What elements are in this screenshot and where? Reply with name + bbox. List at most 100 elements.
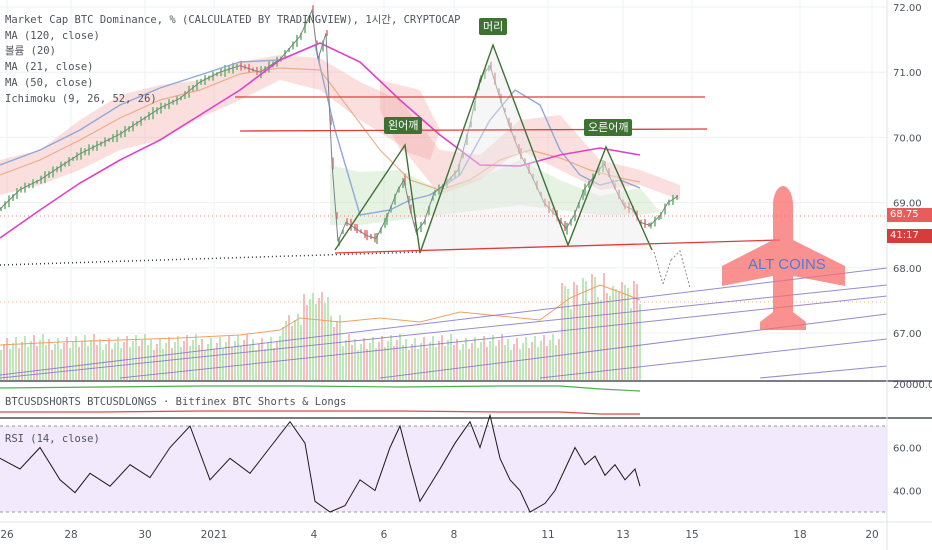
volume-bar <box>222 348 224 380</box>
legend-ma21[interactable]: MA (21, close) <box>5 61 94 74</box>
candle <box>424 219 426 225</box>
price-tick-label: 71.00 <box>893 68 922 79</box>
price-axis[interactable]: 72.00 71.00 70.00 69.00 68.00 67.00 20000.00 <box>893 3 932 391</box>
volume-bar <box>225 342 227 380</box>
candle <box>518 143 520 153</box>
candle <box>560 217 562 224</box>
candle <box>8 195 10 208</box>
candle <box>404 173 406 186</box>
candle <box>414 222 416 227</box>
time-tick-label: 11 <box>541 529 554 541</box>
volume-bar <box>363 338 365 380</box>
candle <box>312 5 314 16</box>
volume-bar <box>546 346 548 380</box>
legend-ma50[interactable]: MA (50, close) <box>5 76 94 89</box>
volume-bar <box>480 342 482 380</box>
time-tick-label: 15 <box>685 529 698 541</box>
time-axis[interactable]: 26 28 30 2021 4 6 8 11 13 15 18 20 <box>0 529 878 541</box>
volume-bar <box>123 342 125 380</box>
candle <box>0 207 2 212</box>
left-shoulder-label: 왼어깨 <box>384 117 423 134</box>
candle <box>622 199 624 205</box>
volume-bar <box>219 337 221 380</box>
volume-bar <box>606 293 608 380</box>
volume-bar <box>153 350 155 380</box>
time-tick-label: 8 <box>451 529 458 541</box>
volume-bar <box>207 344 209 380</box>
volume-bar <box>540 341 542 380</box>
candle <box>478 85 480 91</box>
candle <box>508 117 510 126</box>
volume-bar <box>213 349 215 380</box>
volume-bar <box>303 294 305 380</box>
rsi-legend[interactable]: RSI (14, close) <box>5 433 100 445</box>
legend-ichimoku[interactable]: Ichimoku (9, 26, 52, 26) <box>5 92 157 105</box>
candle <box>514 135 516 141</box>
volume-bar <box>423 337 425 380</box>
candle <box>432 196 434 201</box>
rsi-axis[interactable]: 60.00 40.00 <box>893 444 922 498</box>
candle <box>120 130 122 138</box>
shorts-longs-legend[interactable]: BTCUSDSHORTS BTCUSDLONGS · Bitfinex BTC … <box>5 396 347 408</box>
last-price-tag: 68.75 <box>887 208 932 222</box>
volume-bar <box>372 337 374 380</box>
volume-bar <box>570 309 572 380</box>
candle <box>60 161 62 172</box>
main-pane[interactable] <box>0 0 887 380</box>
main-legend: Market Cap BTC Dominance, % (CALCULATED … <box>5 13 461 107</box>
volume-bar <box>264 349 266 380</box>
candle <box>664 203 666 215</box>
candle <box>582 189 584 200</box>
volume-bar <box>336 321 338 380</box>
volume-bar <box>567 289 569 380</box>
candle <box>268 61 270 73</box>
candle <box>658 215 660 221</box>
volume-bar <box>33 335 35 380</box>
rsi-band <box>0 426 887 512</box>
candle <box>152 107 154 120</box>
price-tick-label: 72.00 <box>893 3 922 14</box>
volume-bar <box>240 346 242 380</box>
candle <box>466 134 468 146</box>
volume-bar <box>234 341 236 380</box>
candle <box>490 61 492 70</box>
legend-volume[interactable]: 볼륨 (20) <box>5 45 56 58</box>
volume-bar <box>483 336 485 380</box>
volume-bar <box>435 347 437 380</box>
volume-bar <box>252 339 254 380</box>
volume-bar <box>342 346 344 380</box>
price-line <box>0 8 679 242</box>
candle <box>552 207 554 215</box>
candle <box>326 30 328 37</box>
legend-symbol[interactable]: Market Cap BTC Dominance, % (CALCULATED … <box>5 14 461 26</box>
candle <box>384 217 386 228</box>
candle <box>140 116 142 126</box>
volume-bar <box>378 342 380 380</box>
candle <box>450 176 452 181</box>
candle <box>394 193 396 205</box>
longs-line <box>0 385 641 392</box>
volume-bar <box>552 334 554 380</box>
volume-bar <box>594 277 596 380</box>
volume-bar <box>45 345 47 380</box>
legend-ma120[interactable]: MA (120, close) <box>5 29 100 42</box>
volume-bar <box>282 327 284 380</box>
volume-bar <box>66 337 68 380</box>
shorts-longs-tick-label: 20000.00 <box>893 380 932 391</box>
candle <box>544 198 546 207</box>
volume-bar <box>210 338 212 380</box>
volume-ma-line <box>0 284 641 346</box>
candle <box>676 194 678 200</box>
volume-bar <box>273 348 275 380</box>
volume-bar <box>591 274 593 380</box>
candle <box>52 166 54 178</box>
volume-bar <box>144 334 146 380</box>
volume-bar <box>258 344 260 380</box>
volume-bar <box>117 337 119 380</box>
candle <box>386 212 388 225</box>
time-tick-label: 26 <box>0 529 14 541</box>
volume-bar <box>462 344 464 380</box>
volume-bar <box>315 304 317 380</box>
volume-bar <box>6 338 8 380</box>
candle <box>144 116 146 121</box>
